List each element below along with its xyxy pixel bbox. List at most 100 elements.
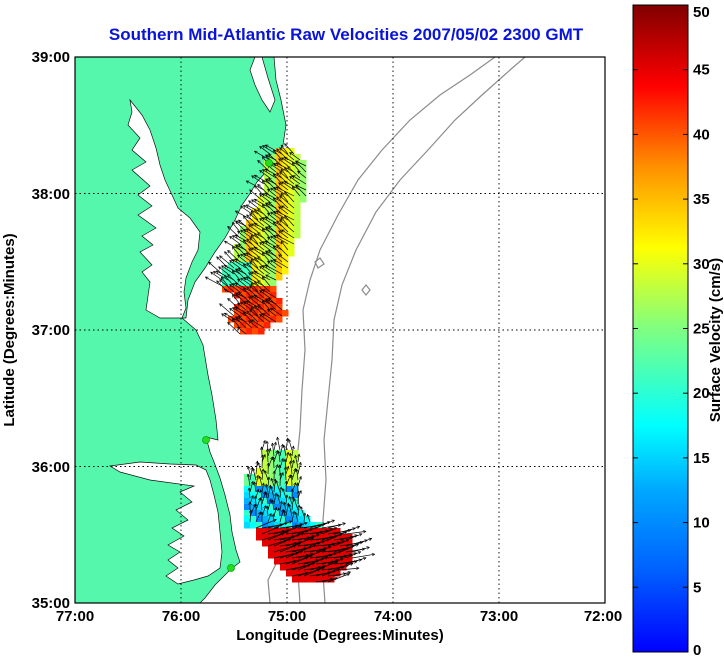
velocity-cell [334, 570, 341, 577]
velocity-vector [254, 198, 271, 209]
velocity-vector-head [334, 561, 339, 565]
velocity-vector [265, 298, 277, 311]
velocity-cell [280, 504, 287, 511]
velocity-vector-head [266, 462, 270, 466]
velocity-cell [310, 540, 317, 547]
velocity-vector-head [232, 259, 236, 263]
velocity-cell [240, 286, 247, 293]
velocity-vector-head [291, 510, 296, 515]
velocity-vector [279, 501, 283, 511]
velocity-vector-head [280, 168, 285, 173]
velocity-vector [235, 316, 247, 329]
velocity-vector-head [238, 219, 242, 223]
velocity-vector [254, 233, 265, 245]
velocity-cell [276, 298, 283, 305]
velocity-cell [300, 184, 307, 191]
velocity-vector-head [270, 187, 274, 191]
velocity-vector [243, 263, 253, 275]
colorbar-tick-label: 35 [693, 191, 710, 208]
velocity-vector-head [316, 533, 320, 538]
velocity-vector-head [245, 252, 250, 256]
velocity-vector [339, 567, 359, 571]
velocity-vector [278, 206, 289, 215]
velocity-vector-head [240, 301, 244, 305]
velocity-cell [274, 552, 281, 559]
velocity-vector-head [267, 236, 271, 241]
velocity-vector-head [250, 234, 255, 239]
velocity-vector [261, 505, 267, 517]
velocity-cell [346, 540, 353, 547]
velocity-cell [264, 304, 271, 311]
velocity-vector-head [281, 205, 285, 209]
velocity-vector-head [270, 442, 275, 447]
velocity-cell [286, 504, 293, 511]
velocity-vector [227, 322, 241, 335]
velocity-vector [276, 234, 295, 245]
x-axis: 77:00 76:00 75:00 74:00 73:00 72:00 [56, 608, 622, 625]
velocity-vector-head [294, 454, 298, 459]
velocity-vector-head [238, 315, 242, 319]
velocity-cell [270, 220, 277, 227]
velocity-cell [294, 226, 301, 233]
velocity-cell [334, 564, 341, 571]
velocity-cell [316, 558, 323, 565]
velocity-vector-head [240, 229, 244, 233]
velocity-cell [262, 480, 269, 487]
velocity-vector [235, 210, 253, 221]
velocity-vector-head [264, 216, 269, 220]
velocity-cell [334, 528, 341, 535]
velocity-cell [262, 516, 269, 523]
velocity-cell [304, 540, 311, 547]
velocity-vector-head [287, 538, 292, 542]
velocity-vector [285, 438, 289, 451]
velocity-cell [286, 570, 293, 577]
velocity-vector [265, 484, 269, 493]
velocity-vector [279, 525, 302, 535]
velocity-vector [251, 271, 265, 281]
velocity-cell [268, 450, 275, 457]
velocity-cell [244, 504, 251, 511]
velocity-vector [266, 441, 269, 451]
velocity-cell [334, 546, 341, 553]
velocity-cell [292, 450, 299, 457]
velocity-vector-head [251, 271, 255, 275]
velocity-cell [276, 310, 283, 317]
velocity-cell [280, 522, 287, 529]
velocity-vector-head [299, 550, 304, 554]
velocity-vector [265, 240, 283, 251]
velocity-vector [221, 265, 235, 275]
velocity-cell [274, 510, 281, 517]
velocity-vector-head [262, 169, 266, 173]
velocity-vector-head [224, 275, 228, 279]
velocity-cell [240, 256, 247, 263]
velocity-vector [345, 530, 366, 535]
velocity-vector-head [324, 556, 329, 560]
velocity-vector [278, 182, 289, 191]
velocity-cell [288, 190, 295, 197]
velocity-vector [327, 573, 350, 583]
velocity-vector [279, 195, 295, 209]
velocity-vector-head [248, 224, 252, 228]
velocity-vector [265, 192, 283, 203]
velocity-cell [270, 292, 277, 299]
velocity-vector [297, 505, 300, 517]
velocity-vector-head [275, 162, 280, 166]
velocity-vector [248, 248, 259, 257]
velocity-cell [292, 504, 299, 511]
velocity-vector [266, 506, 269, 517]
velocity-vector [265, 144, 283, 155]
velocity-vector [261, 532, 285, 541]
velocity-cell [264, 184, 271, 191]
velocity-vector-head [254, 281, 258, 285]
velocity-vector [307, 514, 311, 523]
velocity-cell [322, 558, 329, 565]
velocity-cell [286, 564, 293, 571]
velocity-vector [251, 295, 265, 305]
velocity-vector [246, 204, 265, 215]
velocity-vector-head [273, 259, 277, 263]
velocity-vector [285, 523, 303, 529]
velocity-vector-head [276, 220, 280, 224]
velocity-vector [259, 476, 263, 487]
velocity-cell [282, 196, 289, 203]
velocity-vector-head [310, 537, 315, 541]
